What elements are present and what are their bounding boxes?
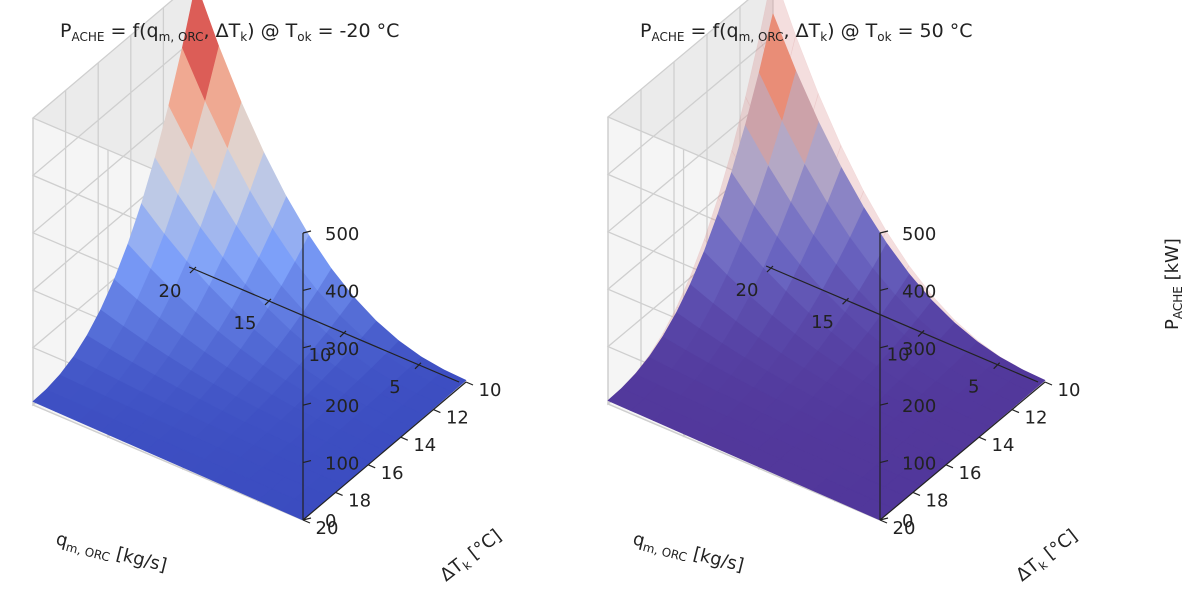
- x-axis-label: qm, ORC [kg/s]: [53, 528, 169, 578]
- y-tick: [1011, 409, 1020, 414]
- x-tick: [842, 297, 849, 305]
- y-tick-label: 18: [926, 490, 949, 511]
- y-tick-label: 20: [893, 518, 916, 539]
- z-tick: [302, 230, 312, 234]
- z-tick-label: 200: [325, 396, 359, 417]
- y-tick: [367, 464, 376, 469]
- z-tick-label: 100: [325, 454, 359, 475]
- z-tick-label: 400: [325, 281, 359, 302]
- x-tick: [189, 266, 197, 274]
- y-axis-line: [879, 381, 1046, 521]
- z-tick: [879, 287, 889, 291]
- x-tick-label: 5: [968, 377, 979, 398]
- y-tick: [433, 409, 441, 414]
- z-tick-label: 500: [325, 224, 359, 245]
- x-tick-label: 15: [234, 313, 257, 334]
- z-axis-label: PACHE [kW]: [1162, 238, 1185, 330]
- x-axis-line: [765, 265, 1039, 383]
- z-tick: [879, 460, 889, 464]
- z-tick-label: 400: [902, 281, 936, 302]
- surface: [32, 0, 467, 521]
- z-tick: [879, 402, 889, 406]
- y-tick-label: 14: [992, 435, 1015, 456]
- x-tick-label: 15: [811, 312, 834, 333]
- x-tick-label: 10: [887, 344, 910, 365]
- y-tick-label: 12: [1025, 408, 1048, 429]
- x-axis-line: [188, 266, 460, 383]
- y-tick: [879, 519, 888, 524]
- axis-lines: [765, 233, 1046, 521]
- y-tick-label: 20: [316, 518, 339, 539]
- y-tick: [302, 519, 311, 524]
- y-tick-label: 18: [348, 490, 371, 511]
- y-tick: [400, 436, 409, 441]
- chart-title: PACHE = f(qm, ORC, ΔTk) @ Tok = -20 °C: [60, 20, 399, 44]
- y-tick: [978, 436, 987, 441]
- z-tick: [879, 517, 889, 521]
- x-tick: [339, 330, 347, 338]
- chart-title: PACHE = f(qm, ORC, ΔTk) @ Tok = 50 °C: [640, 20, 973, 44]
- y-axis-label: ΔTk [°C]: [1012, 525, 1083, 587]
- z-tick-label: 0: [325, 511, 336, 532]
- y-tick: [912, 491, 921, 496]
- x-tick-label: 5: [389, 377, 400, 398]
- z-tick: [302, 287, 312, 291]
- surface-plot-left: PACHE = f(qm, ORC, ΔTk) @ Tok = -20 °C q…: [31, 0, 507, 587]
- z-tick-label: 200: [902, 396, 936, 417]
- z-tick: [302, 402, 312, 406]
- axis-lines: [188, 233, 467, 521]
- z-tick: [879, 230, 889, 234]
- surface-plot-right: PACHE = f(qm, ORC, ΔTk) @ Tok = 50 °C qm…: [606, 0, 1185, 587]
- y-tick: [1044, 381, 1053, 386]
- z-tick-label: 500: [902, 224, 936, 245]
- x-tick: [993, 362, 1001, 370]
- x-tick-label: 20: [159, 281, 182, 302]
- x-tick: [414, 362, 422, 370]
- x-axis-label: qm, ORC [kg/s]: [630, 528, 746, 578]
- z-tick: [302, 345, 312, 349]
- x-tick-label: 10: [309, 345, 332, 366]
- z-tick-label: 300: [902, 339, 936, 360]
- surface-patch: [182, 0, 219, 101]
- y-tick-label: 16: [959, 463, 982, 484]
- y-tick-label: 10: [479, 380, 502, 401]
- z-tick-label: 100: [902, 454, 936, 475]
- x-tick: [917, 330, 925, 337]
- y-axis-label: ΔTk [°C]: [436, 525, 507, 587]
- z-tick: [302, 517, 312, 521]
- y-tick-label: 12: [446, 408, 469, 429]
- y-tick: [945, 464, 954, 469]
- y-tick-label: 16: [381, 463, 404, 484]
- z-tick-label: 300: [325, 339, 359, 360]
- x-tick: [264, 298, 272, 306]
- z-tick: [879, 345, 889, 349]
- z-tick-label: 0: [902, 511, 913, 532]
- x-tick: [766, 265, 774, 273]
- surface-patch: [758, 13, 797, 121]
- y-tick: [335, 491, 343, 496]
- z-tick: [302, 460, 312, 464]
- y-axis-line: [302, 381, 467, 521]
- x-tick-label: 20: [736, 280, 759, 301]
- y-tick-label: 14: [413, 435, 436, 456]
- y-tick-label: 10: [1058, 380, 1081, 401]
- y-tick: [465, 381, 474, 386]
